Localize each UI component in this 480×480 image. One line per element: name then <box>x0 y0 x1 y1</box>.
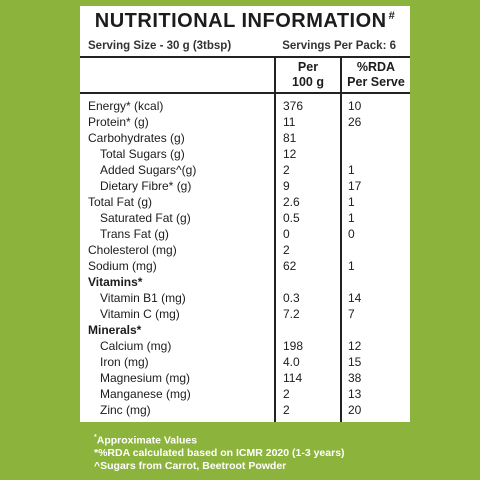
rda-header-line1: %RDA <box>356 60 396 74</box>
nutrient-rda: 1 <box>348 163 355 177</box>
nutrient-rda: 13 <box>348 387 362 401</box>
nutrient-row: Calcium (mg) 198 12 <box>80 338 410 354</box>
nutrient-row: Vitamins* <box>80 274 410 290</box>
nutrient-label: Cholesterol (mg) <box>88 243 177 257</box>
nutrient-row: Zinc (mg) 2 20 <box>80 402 410 418</box>
per100-header-line1: Per <box>297 60 319 74</box>
nutrient-row: Energy* (kcal) 376 10 <box>80 98 410 114</box>
nutrient-per100: 2 <box>283 243 290 257</box>
nutrient-label: Protein* (g) <box>88 115 149 129</box>
nutrient-per100: 62 <box>283 259 297 273</box>
nutrient-row: Added Sugars^(g) 2 1 <box>80 162 410 178</box>
title-mark: # <box>388 10 396 23</box>
nutrient-row: Total Sugars (g) 12 <box>80 146 410 162</box>
nutrient-per100: 0 <box>283 227 290 241</box>
column-per100-header: Per 100 g <box>276 60 340 90</box>
nutrient-per100: 11 <box>283 115 296 129</box>
footnotes: *Approximate Values *%RDA calculated bas… <box>94 432 345 472</box>
nutrient-rda: 0 <box>348 227 355 241</box>
nutrient-label: Carbohydrates (g) <box>88 131 185 145</box>
nutrient-label: Vitamin C (mg) <box>100 307 180 321</box>
nutrient-row: Protein* (g) 11 26 <box>80 114 410 130</box>
nutrient-per100: 198 <box>283 339 304 353</box>
rule-header-bottom <box>80 92 410 94</box>
nutrient-row: Saturated Fat (g) 0.5 1 <box>80 210 410 226</box>
footnote-approximate-text: Approximate Values <box>96 434 198 447</box>
serving-size: Serving Size - 30 g (3tbsp) <box>88 40 232 52</box>
nutrient-per100: 7.2 <box>283 307 300 321</box>
nutrient-row: Iron (mg) 4.0 15 <box>80 354 410 370</box>
nutrient-per100: 2.6 <box>283 195 300 209</box>
nutrient-row: Magnesium (mg) 114 38 <box>80 370 410 386</box>
nutrient-label: Sodium (mg) <box>88 259 157 273</box>
divider-label-col <box>274 56 276 422</box>
nutrient-row: Vitamin C (mg) 7.2 7 <box>80 306 410 322</box>
nutrient-row: Carbohydrates (g) 81 <box>80 130 410 146</box>
nutrient-label: Iron (mg) <box>100 355 149 369</box>
nutrition-title: NUTRITIONAL INFORMATION # <box>80 10 410 33</box>
nutrient-label: Dietary Fibre* (g) <box>100 179 192 193</box>
servings-per-pack: Servings Per Pack: 6 <box>282 40 396 52</box>
nutrient-row: Total Fat (g) 2.6 1 <box>80 194 410 210</box>
nutrient-per100: 2 <box>283 403 290 417</box>
nutrient-label: Total Sugars (g) <box>100 147 185 161</box>
divider-per100-col <box>340 56 342 422</box>
nutrient-row: Trans Fat (g) 0 0 <box>80 226 410 242</box>
nutrient-per100: 0.5 <box>283 211 300 225</box>
nutrient-rda: 15 <box>348 355 362 369</box>
nutrient-row: Vitamin B1 (mg) 0.3 14 <box>80 290 410 306</box>
nutrient-row: Minerals* <box>80 322 410 338</box>
nutrient-rda: 38 <box>348 371 362 385</box>
nutrient-label: Calcium (mg) <box>100 339 172 353</box>
nutrient-label: Added Sugars^(g) <box>100 163 197 177</box>
nutrient-per100: 114 <box>283 371 303 385</box>
nutrient-per100: 9 <box>283 179 290 193</box>
nutrient-rda: 1 <box>348 195 355 209</box>
nutrient-per100: 0.3 <box>283 291 300 305</box>
nutrient-rda: 20 <box>348 403 362 417</box>
nutrient-rda: 26 <box>348 115 362 129</box>
nutrient-per100: 2 <box>283 387 290 401</box>
nutrient-per100: 81 <box>283 131 297 145</box>
nutrient-rda: 10 <box>348 99 362 113</box>
nutrient-rda: 17 <box>348 179 362 193</box>
nutrient-label: Saturated Fat (g) <box>100 211 191 225</box>
nutrient-label: Manganese (mg) <box>100 387 191 401</box>
nutrient-label: Magnesium (mg) <box>100 371 191 385</box>
nutrient-label: Minerals* <box>88 323 142 337</box>
title-text: NUTRITIONAL INFORMATION <box>94 10 387 32</box>
nutrient-label: Vitamins* <box>88 275 143 289</box>
nutrient-rda: 1 <box>348 211 355 225</box>
nutrient-rda: 14 <box>348 291 362 305</box>
nutrient-rda: 1 <box>348 259 355 273</box>
nutrient-label: Vitamin B1 (mg) <box>100 291 186 305</box>
per100-header-line2: 100 g <box>292 75 324 89</box>
nutrient-rda: 12 <box>348 339 362 353</box>
nutrient-label: Total Fat (g) <box>88 195 153 209</box>
column-rda-header: %RDA Per Serve <box>342 60 410 90</box>
nutrition-panel: NUTRITIONAL INFORMATION # Serving Size - … <box>80 6 410 422</box>
footnote-sugars: ^Sugars from Carrot, Beetroot Powder <box>94 459 287 472</box>
nutrient-label: Trans Fat (g) <box>100 227 169 241</box>
rule-top <box>80 56 410 58</box>
nutrient-row: Sodium (mg) 62 1 <box>80 258 410 274</box>
nutrient-per100: 2 <box>283 163 290 177</box>
nutrient-per100: 376 <box>283 99 304 113</box>
nutrient-row: Cholesterol (mg) 2 <box>80 242 410 258</box>
footnote-mark: * <box>94 434 97 441</box>
nutrient-label: Zinc (mg) <box>100 403 151 417</box>
footnote-rda: *%RDA calculated based on ICMR 2020 (1-3… <box>94 447 345 459</box>
nutrient-row: Dietary Fibre* (g) 9 17 <box>80 178 410 194</box>
nutrient-rda: 7 <box>348 307 355 321</box>
nutrient-per100: 12 <box>283 147 297 161</box>
nutrient-per100: 4.0 <box>283 355 300 369</box>
footnote-approximate: *Approximate Values <box>94 432 345 447</box>
nutrient-row: Manganese (mg) 2 13 <box>80 386 410 402</box>
rda-header-line2: Per Serve <box>347 75 405 89</box>
nutrient-label: Energy* (kcal) <box>88 99 164 113</box>
